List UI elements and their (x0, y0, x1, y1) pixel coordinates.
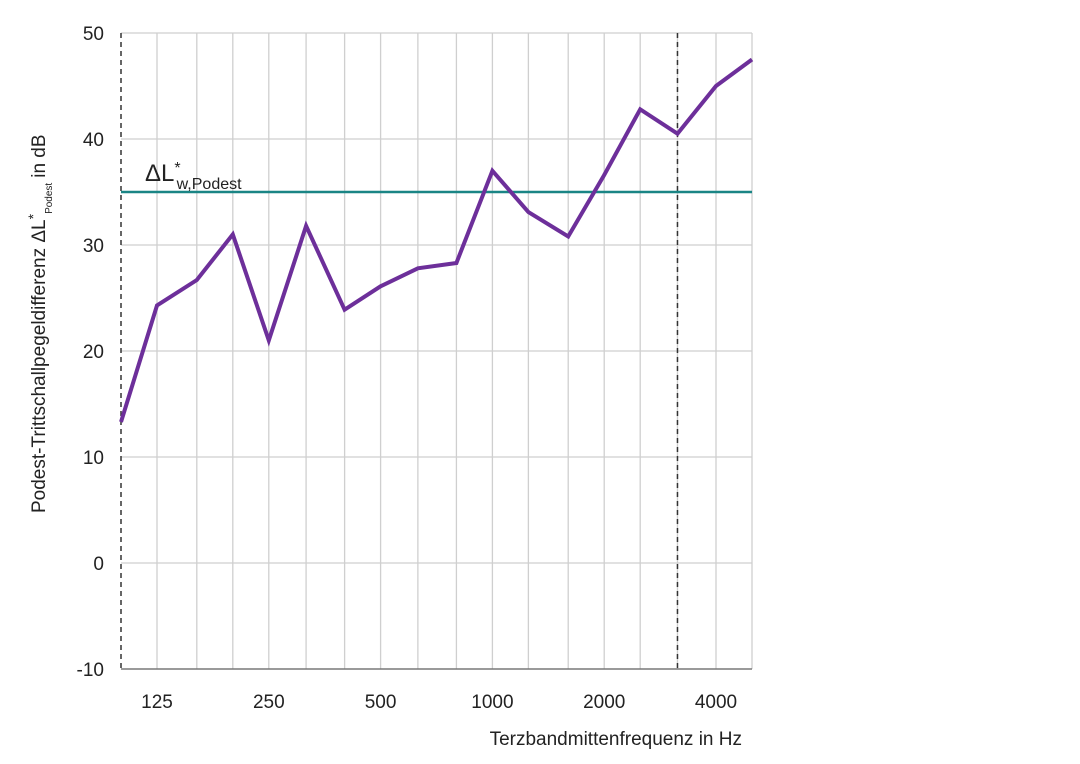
y-axis-title-sub: Podest (44, 183, 55, 214)
reference-label-main: ΔL (145, 160, 174, 187)
x-tick-label: 125 (141, 692, 173, 713)
x-tick-label: 4000 (695, 692, 737, 713)
y-axis-title: Podest-Trittschallpegeldifferenz ΔL*Pode… (25, 134, 55, 513)
x-axis-title: Terzbandmittenfrequenz in Hz (490, 729, 742, 750)
y-tick-label: 10 (83, 448, 104, 469)
y-tick-label: 20 (83, 342, 104, 363)
dashed-markers (120, 33, 679, 669)
y-axis-title-tail: in dB (29, 134, 50, 177)
y-tick-label: 50 (83, 24, 104, 45)
grid (121, 32, 753, 670)
y-tick-labels: -10 0 10 20 30 40 50 (77, 24, 104, 681)
x-tick-label: 500 (365, 692, 397, 713)
series-line (119, 57, 754, 423)
y-axis-title-sup: * (25, 213, 41, 219)
y-tick-label: 30 (83, 236, 104, 257)
x-tick-label: 1000 (471, 692, 513, 713)
y-tick-label: 40 (83, 130, 104, 151)
y-tick-label: 0 (93, 554, 104, 575)
series-group (119, 57, 754, 423)
reference-label-sub: w,Podest (176, 176, 242, 193)
x-tick-label: 2000 (583, 692, 625, 713)
x-tick-labels: 125 250 500 1000 2000 4000 (141, 692, 737, 713)
x-tick-label: 250 (253, 692, 285, 713)
reference-label-sup: * (174, 160, 180, 177)
y-axis-title-main: Podest-Trittschallpegeldifferenz ΔL (29, 219, 50, 513)
y-tick-label: -10 (77, 660, 104, 681)
reference-line-label: ΔL* w,Podest (145, 160, 242, 193)
